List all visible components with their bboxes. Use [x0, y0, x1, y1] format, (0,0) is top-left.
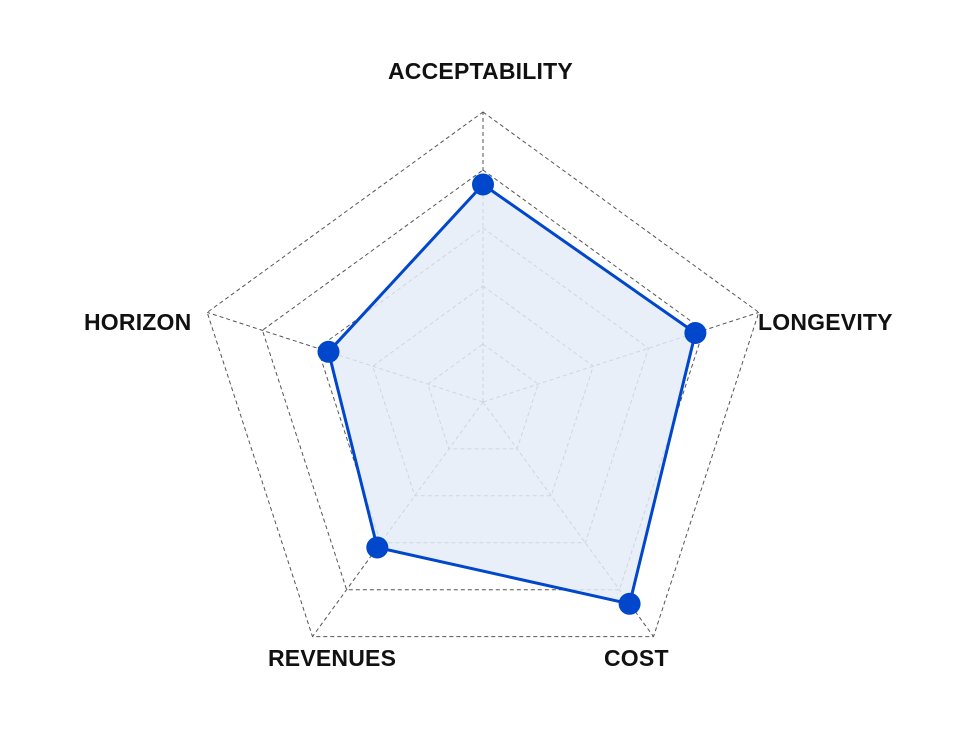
data-point-horizon — [317, 340, 340, 363]
axis-label-horizon: HORIZON — [84, 309, 192, 335]
data-point-cost — [618, 592, 641, 615]
grid-ring-4 — [261, 169, 705, 591]
data-point-revenues — [366, 536, 389, 559]
axis-label-longevity: LONGEVITY — [758, 309, 893, 335]
grid-spoke-revenues — [312, 401, 484, 637]
data-point-longevity — [684, 322, 707, 344]
data-point-acceptability — [472, 173, 494, 196]
axis-label-revenues: REVENUES — [268, 645, 397, 671]
grid-spoke-horizon — [207, 311, 484, 403]
axis-label-cost: COST — [604, 645, 669, 671]
series-area — [327, 183, 697, 606]
grid-spoke-longevity — [482, 311, 759, 403]
radar-series — [317, 173, 707, 615]
axis-label-acceptability: ACCEPTABILITY — [388, 58, 573, 84]
